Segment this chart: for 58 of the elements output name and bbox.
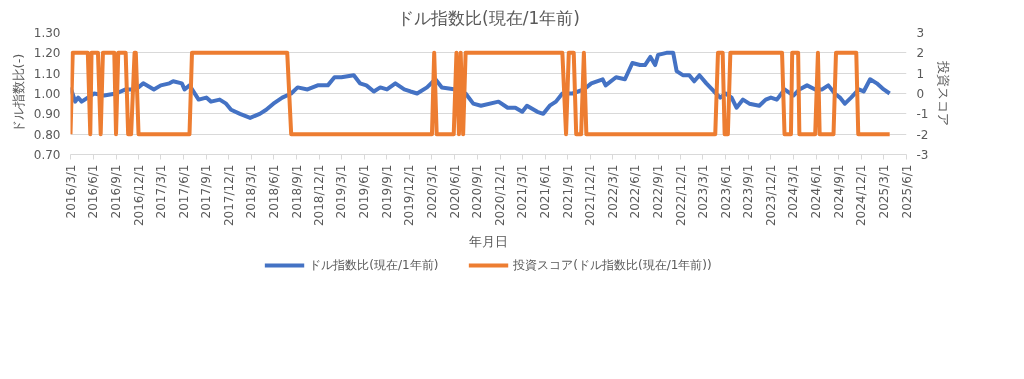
y-tick-label: 1.00 [33,87,61,101]
x-tick-label: 2021/12/1 [583,164,598,227]
x-tick-label: 2018/6/1 [266,164,281,219]
y-tick-label: 0.70 [33,148,61,162]
x-tick-label: 2024/9/1 [831,164,846,219]
x-tick-label: 2020/3/1 [424,164,439,219]
x-tick-label: 2021/6/1 [538,164,553,219]
x-tick-label: 2023/12/1 [763,164,778,227]
x-tick-label: 2019/12/1 [402,164,417,227]
x-tick-label: 2025/3/1 [876,164,891,219]
x-tick-label: 2020/12/1 [493,164,507,227]
x-tick-label: 2019/9/1 [379,164,394,219]
y-tick-label: 0.90 [33,107,61,122]
x-tick-label: 2022/6/1 [628,164,643,219]
y2-tick-label: -3 [916,148,929,162]
legend-label: ドル指数比(現在/1年前) [309,256,439,274]
x-tick-label: 2017/12/1 [221,164,236,227]
y-tick-label: 0.80 [33,127,61,142]
x-tick-label: 2024/12/1 [854,164,869,227]
y-tick-label: 1.30 [33,26,61,40]
x-tick-label: 2017/3/1 [153,164,168,219]
x-tick-label: 2023/3/1 [695,164,710,219]
x-tick-label: 2016/6/1 [86,164,101,219]
y-axis-title: ドル指数比(-) [10,53,26,134]
x-tick-label: 2018/9/1 [289,164,304,219]
y-tick-label: 1.10 [33,66,61,81]
x-tick-label: 2020/9/1 [470,164,485,219]
y2-tick-label: -2 [916,127,929,142]
y2-tick-label: 2 [916,46,925,61]
x-axis-title: 年月日 [469,234,508,250]
x-tick-label: 2020/6/1 [447,164,462,219]
x-tick-label: 2017/9/1 [199,164,214,219]
y2-tick-label: 1 [916,66,925,81]
x-tick-label: 2024/6/1 [809,164,824,219]
y-tick-label: 1.20 [33,46,61,61]
x-tick-label: 2023/9/1 [741,164,756,219]
x-tick-label: 2022/12/1 [673,164,688,227]
x-tick-label: 2024/3/1 [786,164,801,219]
x-tick-label: 2018/3/1 [244,164,259,219]
x-tick-label: 2016/12/1 [131,164,146,227]
x-tick-label: 2022/3/1 [605,164,620,219]
x-tick-label: 2023/6/1 [718,164,733,219]
x-tick-label: 2019/3/1 [334,164,349,219]
legend-label: 投資スコア(ドル指数比(現在/1年前)) [513,256,712,274]
x-tick-label: 2019/6/1 [357,164,372,219]
y2-tick-label: 0 [916,87,925,101]
x-tick-label: 2016/3/1 [63,164,78,219]
chart-title: ドル指数比(現在/1年前) [397,7,580,28]
y2-tick-label: -1 [916,107,929,122]
x-tick-label: 2016/9/1 [109,164,124,219]
x-tick-label: 2021/3/1 [515,164,530,219]
x-tick-label: 2017/6/1 [176,164,191,219]
y2-tick-label: 3 [916,26,925,40]
x-tick-label: 2021/9/1 [560,164,575,219]
x-tick-label: 2025/6/1 [899,164,914,219]
x-tick-label: 2022/9/1 [651,164,666,219]
y2-axis-title: 投資スコア [936,60,952,126]
x-tick-label: 2018/12/1 [312,164,327,227]
